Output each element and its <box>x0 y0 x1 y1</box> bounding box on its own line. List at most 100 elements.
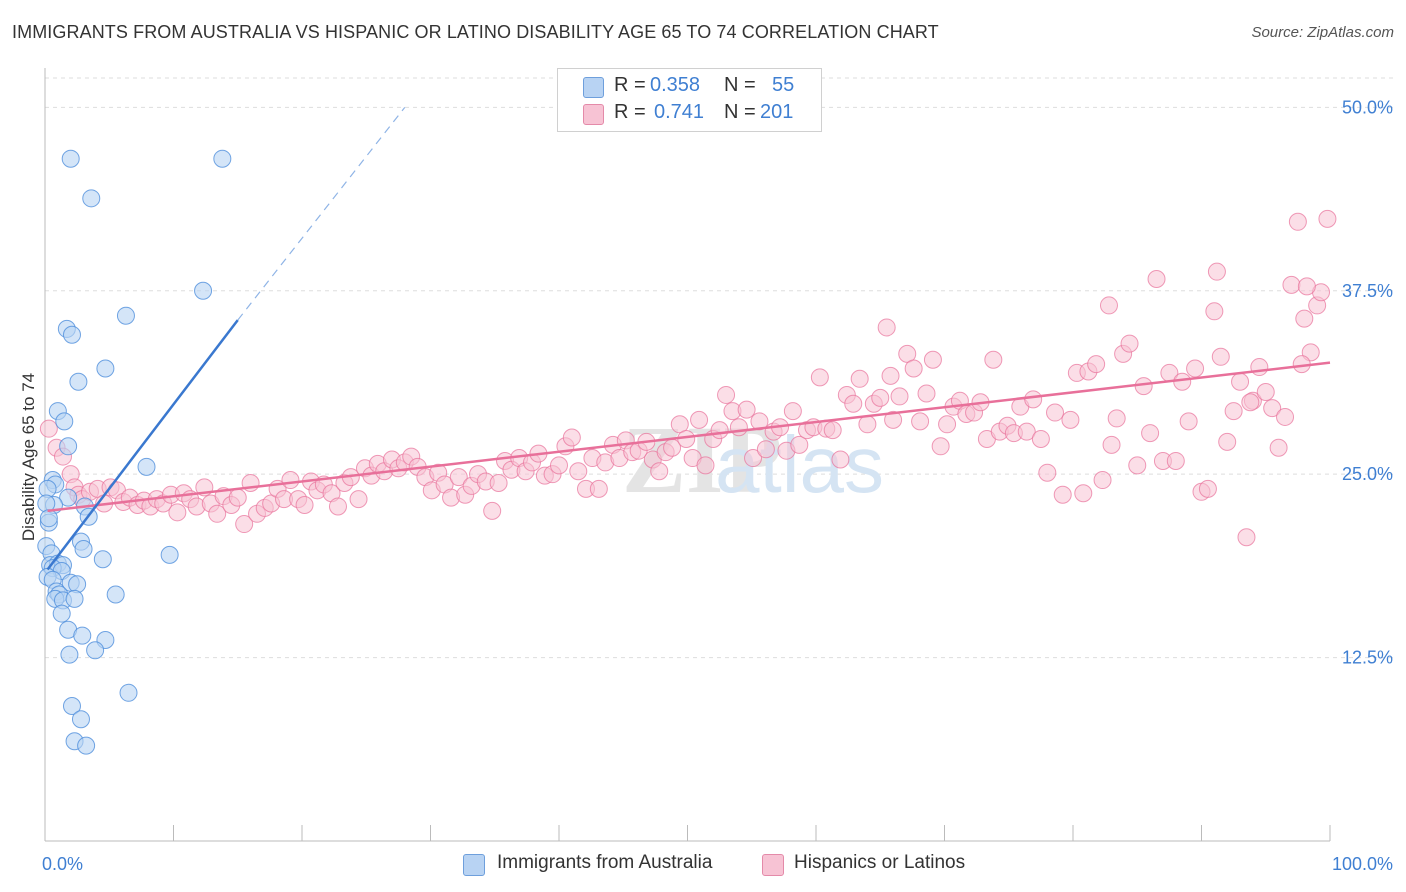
data-point-hispanics <box>871 388 890 407</box>
data-point-hispanics <box>349 490 368 509</box>
data-point-hispanics <box>208 504 227 523</box>
axes: 12.5% 25.0% 37.5% 50.0% 0.0% 100.0% <box>42 68 1393 874</box>
series-legend-swatch-blue <box>463 854 485 876</box>
data-point-hispanics <box>917 384 936 403</box>
data-point-hispanics <box>744 449 763 468</box>
data-point-hispanics <box>690 410 709 429</box>
data-point-australia <box>86 641 105 660</box>
data-point-australia <box>71 710 90 729</box>
data-point-australia <box>106 585 125 604</box>
data-point-hispanics <box>1166 451 1185 470</box>
data-point-hispanics <box>1093 471 1112 490</box>
legend-r-value: 0.741 <box>654 101 705 123</box>
data-point-hispanics <box>1046 403 1065 422</box>
data-point-hispanics <box>1276 407 1295 426</box>
data-point-australia <box>62 697 81 716</box>
data-point-hispanics <box>1237 528 1256 547</box>
data-point-hispanics <box>783 402 802 421</box>
data-point-australia <box>96 359 115 378</box>
data-point-australia <box>65 589 84 608</box>
data-point-hispanics <box>1297 277 1316 296</box>
legend-row-pink: R = 0.741 N = 201 <box>558 101 821 127</box>
legend-r-label: R = <box>614 101 646 123</box>
y-axis-label: Disability Age 65 to 74 <box>19 373 38 541</box>
data-point-australia <box>213 149 232 168</box>
data-point-australia <box>93 550 112 569</box>
data-point-hispanics <box>1087 355 1106 374</box>
chart-title: IMMIGRANTS FROM AUSTRALIA VS HISPANIC OR… <box>12 22 939 42</box>
data-point-hispanics <box>1120 334 1139 353</box>
data-point-hispanics <box>858 415 877 434</box>
data-point-hispanics <box>904 359 923 378</box>
data-point-hispanics <box>1318 209 1337 228</box>
data-point-australia <box>77 736 96 755</box>
data-point-hispanics <box>877 318 896 337</box>
data-point-hispanics <box>1207 262 1226 281</box>
data-point-hispanics <box>750 412 769 431</box>
trend-line-hispanics <box>47 361 1331 513</box>
data-point-hispanics <box>881 366 900 385</box>
data-point-hispanics <box>911 412 930 431</box>
data-point-australia <box>82 189 101 208</box>
series-legend-swatch-pink <box>762 854 784 876</box>
data-point-hispanics <box>650 462 669 481</box>
data-point-hispanics <box>717 385 736 404</box>
data-point-australia <box>137 457 156 476</box>
x-tick-label-max: 100.0% <box>1332 854 1393 874</box>
data-point-australia <box>59 488 78 507</box>
legend-row-blue: R = 0.358 N = 55 <box>558 74 821 100</box>
data-point-australia <box>69 372 88 391</box>
data-point-hispanics <box>1211 347 1230 366</box>
series-immigrants-from-australia <box>37 149 232 755</box>
data-point-hispanics <box>823 421 842 440</box>
legend-n-label: N = <box>724 74 756 96</box>
data-point-hispanics <box>884 410 903 429</box>
data-point-australia <box>62 325 81 344</box>
data-point-hispanics <box>328 497 347 516</box>
data-point-hispanics <box>449 468 468 487</box>
data-point-hispanics <box>984 350 1003 369</box>
data-point-hispanics <box>1053 485 1072 504</box>
data-point-australia <box>39 509 58 528</box>
data-point-australia <box>160 545 179 564</box>
data-point-hispanics <box>737 400 756 419</box>
data-point-hispanics <box>1205 302 1224 321</box>
data-point-hispanics <box>1218 432 1237 451</box>
correlation-legend: R = 0.358 N = 55 R = 0.741 N = 201 <box>557 68 822 132</box>
data-point-hispanics <box>1038 463 1057 482</box>
y-tick-label: 25.0% <box>1342 464 1393 484</box>
data-point-hispanics <box>1107 409 1126 428</box>
data-point-hispanics <box>1263 399 1282 418</box>
source-label: Source: ZipAtlas.com <box>1251 24 1394 41</box>
series-legend-label-pink: Hispanics or Latinos <box>794 852 966 873</box>
data-point-australia <box>116 306 135 325</box>
data-point-hispanics <box>1231 372 1250 391</box>
data-point-australia <box>59 437 78 456</box>
series-legend-label-blue: Immigrants from Australia <box>497 852 713 873</box>
data-point-hispanics <box>710 421 729 440</box>
data-point-hispanics <box>235 515 254 534</box>
data-point-hispanics <box>489 473 508 492</box>
legend-n-value: 55 <box>772 74 795 96</box>
data-point-hispanics <box>696 456 715 475</box>
legend-n-label: N = <box>724 101 756 123</box>
series-legend: Immigrants from Australia Hispanics or L… <box>463 852 1023 878</box>
data-point-hispanics <box>1173 372 1192 391</box>
data-point-hispanics <box>1288 212 1307 231</box>
data-point-hispanics <box>923 350 942 369</box>
data-point-hispanics <box>1024 390 1043 409</box>
data-point-australia <box>68 575 87 594</box>
data-point-hispanics <box>483 501 502 520</box>
data-point-australia <box>119 683 138 702</box>
trend-line-australia <box>46 319 239 571</box>
y-tick-label: 37.5% <box>1342 281 1393 301</box>
data-point-hispanics <box>1141 424 1160 443</box>
data-point-hispanics <box>295 495 314 514</box>
data-point-hispanics <box>1186 359 1205 378</box>
data-point-hispanics <box>729 418 748 437</box>
data-point-hispanics <box>850 369 869 388</box>
data-point-australia <box>73 626 92 645</box>
data-point-australia <box>194 281 213 300</box>
data-point-hispanics <box>1102 435 1121 454</box>
